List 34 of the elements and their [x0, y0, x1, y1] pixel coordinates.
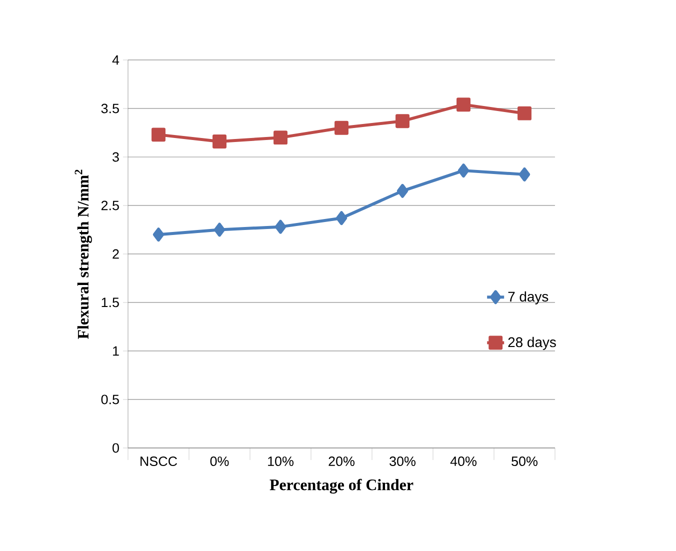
x-axis-title: Percentage of Cinder [270, 478, 414, 494]
x-tick-label: 10% [268, 456, 294, 466]
x-tick-label: 40% [450, 456, 476, 466]
y-axis-title: Flexural strength N/mm$^{2}$ [74, 170, 92, 339]
point [458, 164, 470, 178]
point [152, 128, 166, 142]
point [396, 184, 408, 198]
y-tick-label: 1 [113, 346, 119, 356]
point [518, 106, 532, 120]
point [152, 228, 164, 242]
point [334, 120, 348, 135]
point [212, 134, 226, 148]
point [396, 114, 410, 128]
point [336, 211, 348, 226]
legend-label: 7 days [508, 291, 548, 304]
y-tick-label: 1.5 [102, 298, 119, 308]
point [214, 222, 226, 237]
point [274, 220, 286, 234]
y-tick-label: 2 [112, 249, 119, 259]
point [274, 130, 288, 145]
y-tick-label: 3 [112, 152, 119, 162]
x-tick-label: 0% [210, 456, 229, 466]
y-tick-label: 0 [112, 443, 119, 453]
y-tick-label: 3.5 [101, 104, 119, 114]
legend-label: 28 days [508, 336, 556, 350]
x-tick-label: 30% [390, 456, 416, 466]
x-tick-label: 50% [512, 456, 538, 466]
x-tick-label: 20% [328, 456, 354, 466]
point [518, 167, 530, 182]
y-tick-label: 4 [112, 55, 120, 65]
y-tick-label: 0.5 [101, 394, 119, 404]
y-tick-label: 2.5 [101, 200, 119, 210]
x-tick-label: NSCC [140, 456, 178, 466]
point [456, 98, 470, 112]
